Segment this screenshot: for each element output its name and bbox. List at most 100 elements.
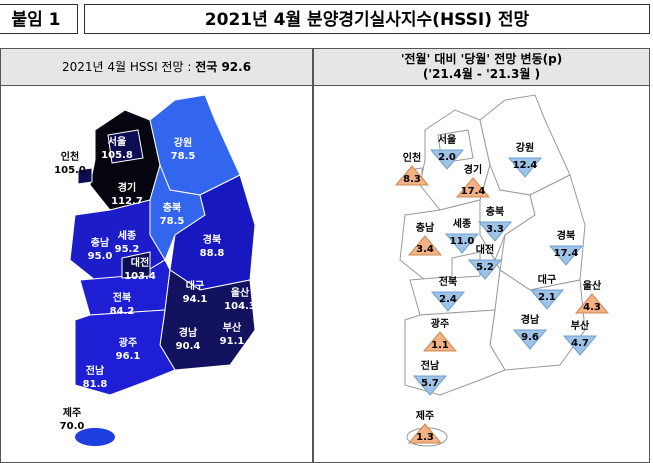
region-name: 전남: [86, 364, 105, 377]
region-name: 제주: [416, 409, 434, 422]
region-change: 1.1: [431, 340, 449, 351]
region-name: 전북: [439, 275, 457, 288]
region-value: 84.2: [110, 306, 135, 317]
region-value: 94.1: [183, 294, 208, 305]
region-value: 105.0: [54, 165, 86, 176]
region-change: 5.7: [421, 378, 439, 389]
region-change: 3.4: [416, 244, 434, 255]
region-name: 경남: [521, 313, 540, 326]
region-name: 충남: [91, 236, 110, 249]
region-name: 인천: [403, 151, 421, 164]
region-name: 충북: [486, 205, 504, 218]
region-name: 서울: [438, 133, 456, 146]
region-name: 대전: [476, 243, 494, 256]
header: 붙임 1 2021년 4월 분양경기실사지수(HSSI) 전망: [0, 0, 653, 40]
change-marker: [507, 157, 543, 178]
region-value: 70.0: [60, 421, 85, 432]
region-change: 17.4: [461, 186, 486, 197]
change-marker: [430, 291, 466, 312]
region-name: 부산: [223, 321, 242, 334]
region-name: 광주: [119, 337, 137, 349]
region-shape: [451, 251, 481, 279]
region-name: 전남: [421, 359, 440, 372]
region-name: 부산: [571, 319, 590, 332]
region-name: 충남: [416, 221, 435, 234]
change-marker: [407, 423, 443, 444]
region-name: 대구: [538, 273, 556, 286]
region-change: 5.2: [476, 262, 494, 273]
left-header: 2021년 4월 HSSI 전망 : 전국 92.6: [0, 48, 313, 86]
region-change: 9.6: [521, 332, 539, 343]
change-marker: [467, 259, 503, 280]
region-name: 경북: [203, 233, 221, 246]
region-change: 2.1: [538, 292, 556, 303]
region-value: 105.8: [101, 150, 133, 161]
region-change: 4.3: [583, 302, 601, 313]
change-marker: [422, 331, 458, 352]
region-shape: [74, 309, 176, 396]
region-change: 2.0: [438, 152, 456, 163]
region-change: 8.3: [403, 174, 421, 185]
region-name: 서울: [108, 135, 126, 148]
change-marker: [562, 335, 598, 356]
region-name: 전북: [113, 291, 131, 304]
region-value: 78.5: [171, 151, 196, 162]
region-name: 강원: [516, 141, 534, 154]
change-marker: [512, 329, 548, 350]
region-name: 대전: [131, 256, 149, 269]
region-value: 95.0: [88, 251, 113, 262]
title: 2021년 4월 분양경기실사지수(HSSI) 전망: [84, 4, 650, 34]
region-shape: [107, 129, 144, 164]
region-name: 경기: [118, 181, 136, 194]
region-value: 96.1: [116, 351, 141, 362]
tag: 붙임 1: [0, 4, 78, 34]
region-change: 11.0: [450, 236, 475, 247]
change-marker: [444, 233, 480, 254]
right-header: '전월' 대비 '당월' 전망 변동(p) ('21.4월 - '21.3월 ): [313, 48, 650, 86]
region-change: 3.3: [486, 224, 504, 235]
region-name: 인천: [61, 150, 79, 163]
region-shape: [121, 251, 151, 279]
region-name: 제주: [63, 406, 81, 419]
change-marker: [412, 375, 448, 396]
region-change: 1.3: [416, 432, 434, 443]
region-value: 81.8: [83, 379, 108, 390]
change-marker: [407, 235, 443, 256]
right-subtitle: ('21.4월 - '21.3월 ): [422, 67, 541, 81]
region-value: 88.8: [200, 248, 225, 259]
region-value: 90.4: [176, 341, 201, 352]
region-name: 울산: [583, 279, 602, 292]
region-name: 강원: [174, 136, 192, 149]
region-name: 경기: [464, 163, 482, 176]
change-marker: [429, 149, 465, 170]
region-name: 세종: [453, 217, 471, 230]
region-name: 세종: [118, 229, 136, 242]
region-name: 울산: [231, 286, 250, 299]
region-shape: [404, 309, 506, 396]
region-change: 17.4: [554, 248, 579, 259]
region-value: 104.3: [224, 301, 256, 312]
region-change: 2.4: [439, 294, 457, 305]
region-name: 경남: [179, 326, 198, 339]
change-marker: [548, 245, 584, 266]
region-shape: [75, 428, 115, 446]
region-value: 103.4: [124, 271, 156, 282]
region-shape: [77, 167, 93, 185]
region-name: 광주: [431, 318, 449, 330]
region-value: 95.2: [115, 244, 140, 255]
change-marker: [477, 221, 513, 242]
region-name: 경북: [557, 229, 575, 242]
left-title: 2021년 4월 HSSI 전망 :: [61, 60, 196, 74]
national: 전국 92.6: [195, 60, 252, 74]
region-value: 78.5: [160, 216, 185, 227]
region-name: 충북: [163, 201, 181, 214]
region-value: 112.7: [111, 196, 143, 207]
change-marker: [529, 289, 565, 310]
region-value: 91.1: [220, 336, 245, 347]
region-change: 4.7: [571, 338, 589, 349]
right-title: '전월' 대비 '당월' 전망 변동(p): [400, 52, 563, 66]
change-marker: [455, 177, 491, 198]
region-change: 12.4: [513, 160, 538, 171]
